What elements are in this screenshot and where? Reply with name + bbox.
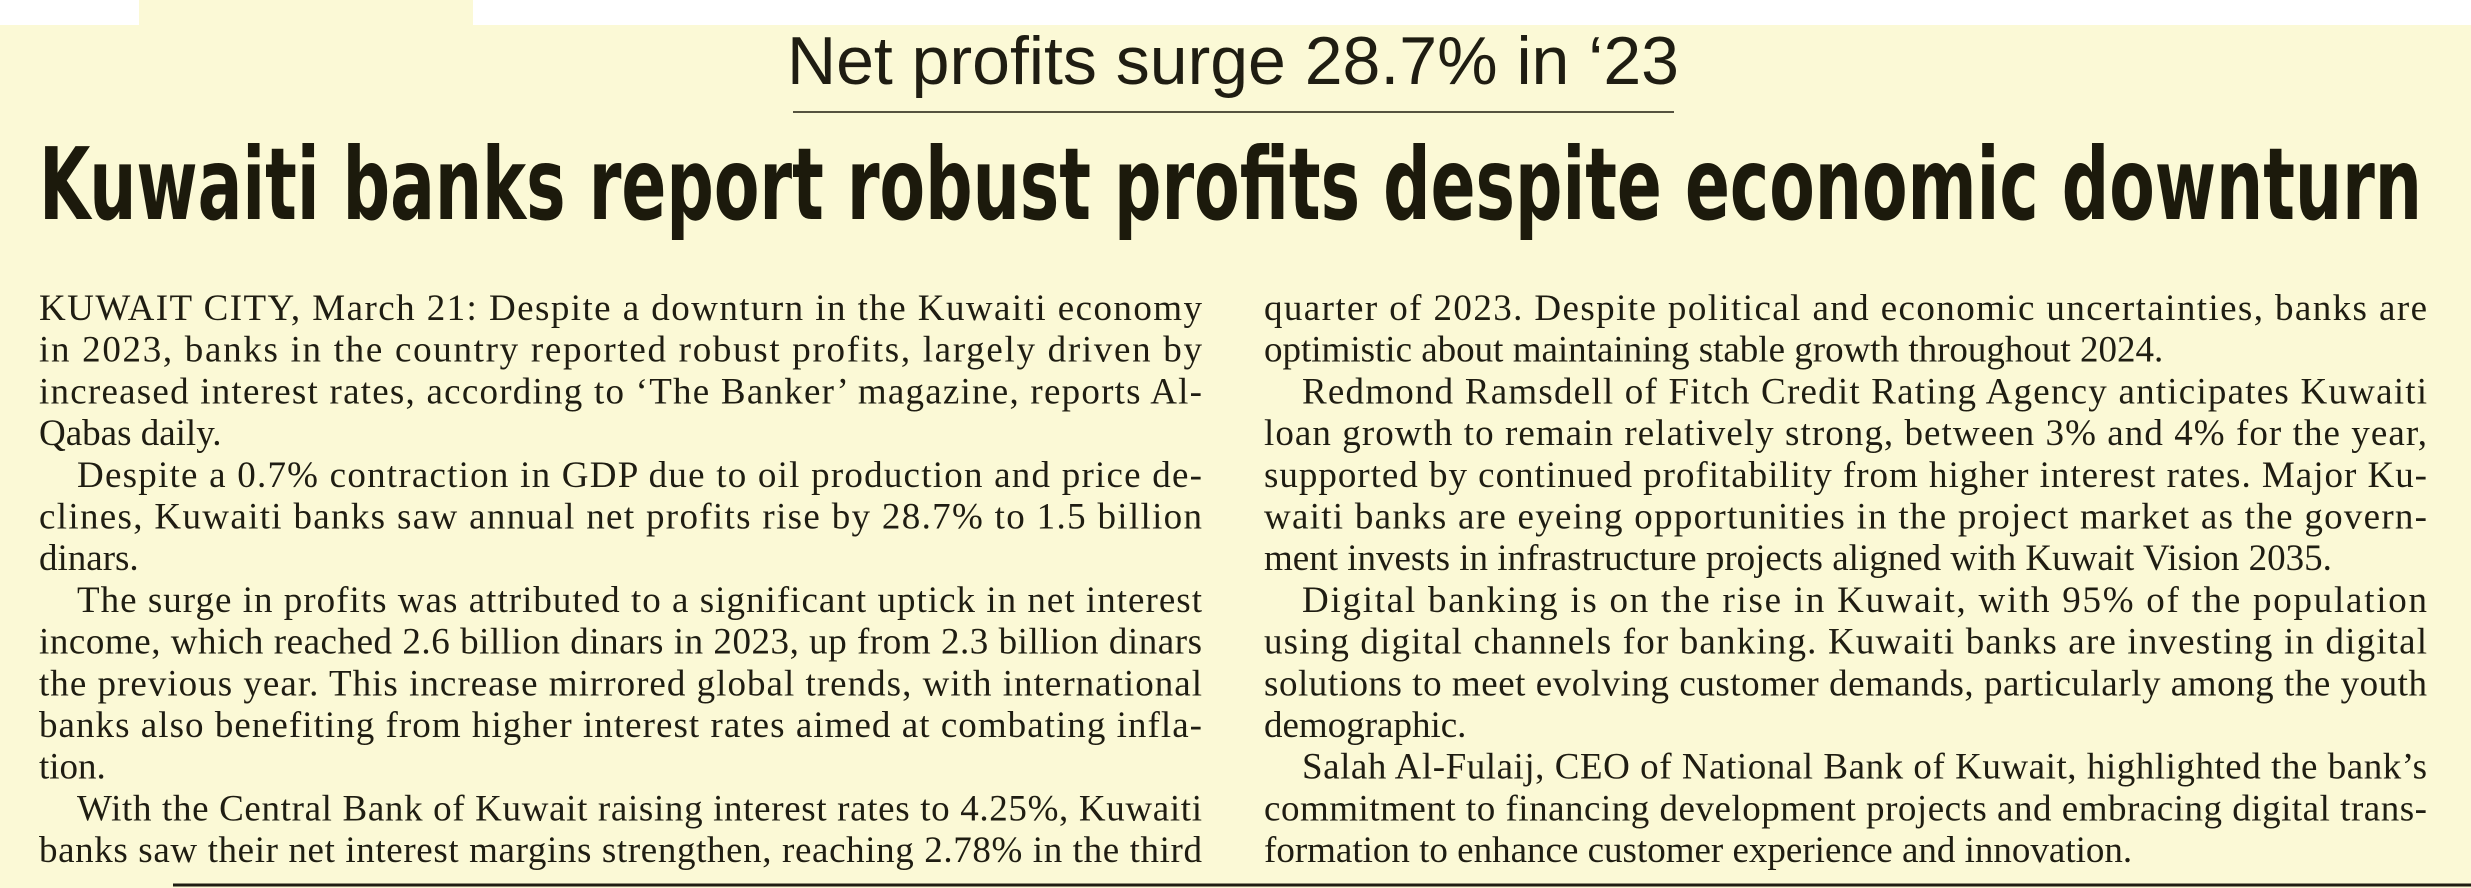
body-line: the previous year. This increase mirrore… <box>39 663 1202 704</box>
body-line: Redmond Ramsdell of Fitch Credit Rating … <box>1302 371 2427 412</box>
margin <box>473 0 2471 25</box>
body-line: Qabas daily. <box>39 413 222 454</box>
body-line: income, which reached 2.6 billion dinars… <box>39 622 1202 663</box>
body-line: KUWAIT CITY, March 21: Despite a downtur… <box>39 288 1203 329</box>
body-line: Salah Al-Fulaij, CEO of National Bank of… <box>1302 747 2427 788</box>
body-line: solutions to meet evolving customer dema… <box>1264 663 2428 704</box>
body-line: using digital channels for banking. Kuwa… <box>1264 622 2427 663</box>
body-line: tion. <box>39 747 106 788</box>
body-line: increased interest rates, according to ‘… <box>39 371 1202 412</box>
margin <box>0 0 139 25</box>
body-line: demographic. <box>1264 705 1466 746</box>
body-line: With the Central Bank of Kuwait raising … <box>77 788 1202 829</box>
body-line: Despite a 0.7% contraction in GDP due to… <box>77 455 1202 496</box>
body-line: clines, Kuwaiti banks saw annual net pro… <box>39 497 1202 538</box>
body-line: banks also benefiting from higher intere… <box>39 705 1202 746</box>
body-line: optimistic about maintaining stable grow… <box>1264 330 2163 371</box>
body-line: commitment to financing development proj… <box>1264 788 2427 829</box>
headline: Kuwaiti banks report robust profits desp… <box>39 126 2422 243</box>
body-line: formation to enhance customer experience… <box>1264 830 2132 871</box>
body-line: supported by continued profitability fro… <box>1264 455 2427 496</box>
body-line: waiti banks are eyeing opportunities in … <box>1264 497 2427 538</box>
body-line: quarter of 2023. Despite political and e… <box>1264 288 2427 329</box>
kicker: Net profits surge 28.7% in ‘23 <box>787 23 1679 99</box>
body-line: in 2023, banks in the country reported r… <box>39 330 1202 371</box>
body-line: loan growth to remain relatively strong,… <box>1264 413 2427 454</box>
body-line: ment invests in infrastructure projects … <box>1264 538 2332 579</box>
body-line: dinars. <box>39 538 139 579</box>
body-line: banks saw their net interest margins str… <box>39 830 1203 871</box>
body-line: The surge in profits was attributed to a… <box>77 580 1203 621</box>
